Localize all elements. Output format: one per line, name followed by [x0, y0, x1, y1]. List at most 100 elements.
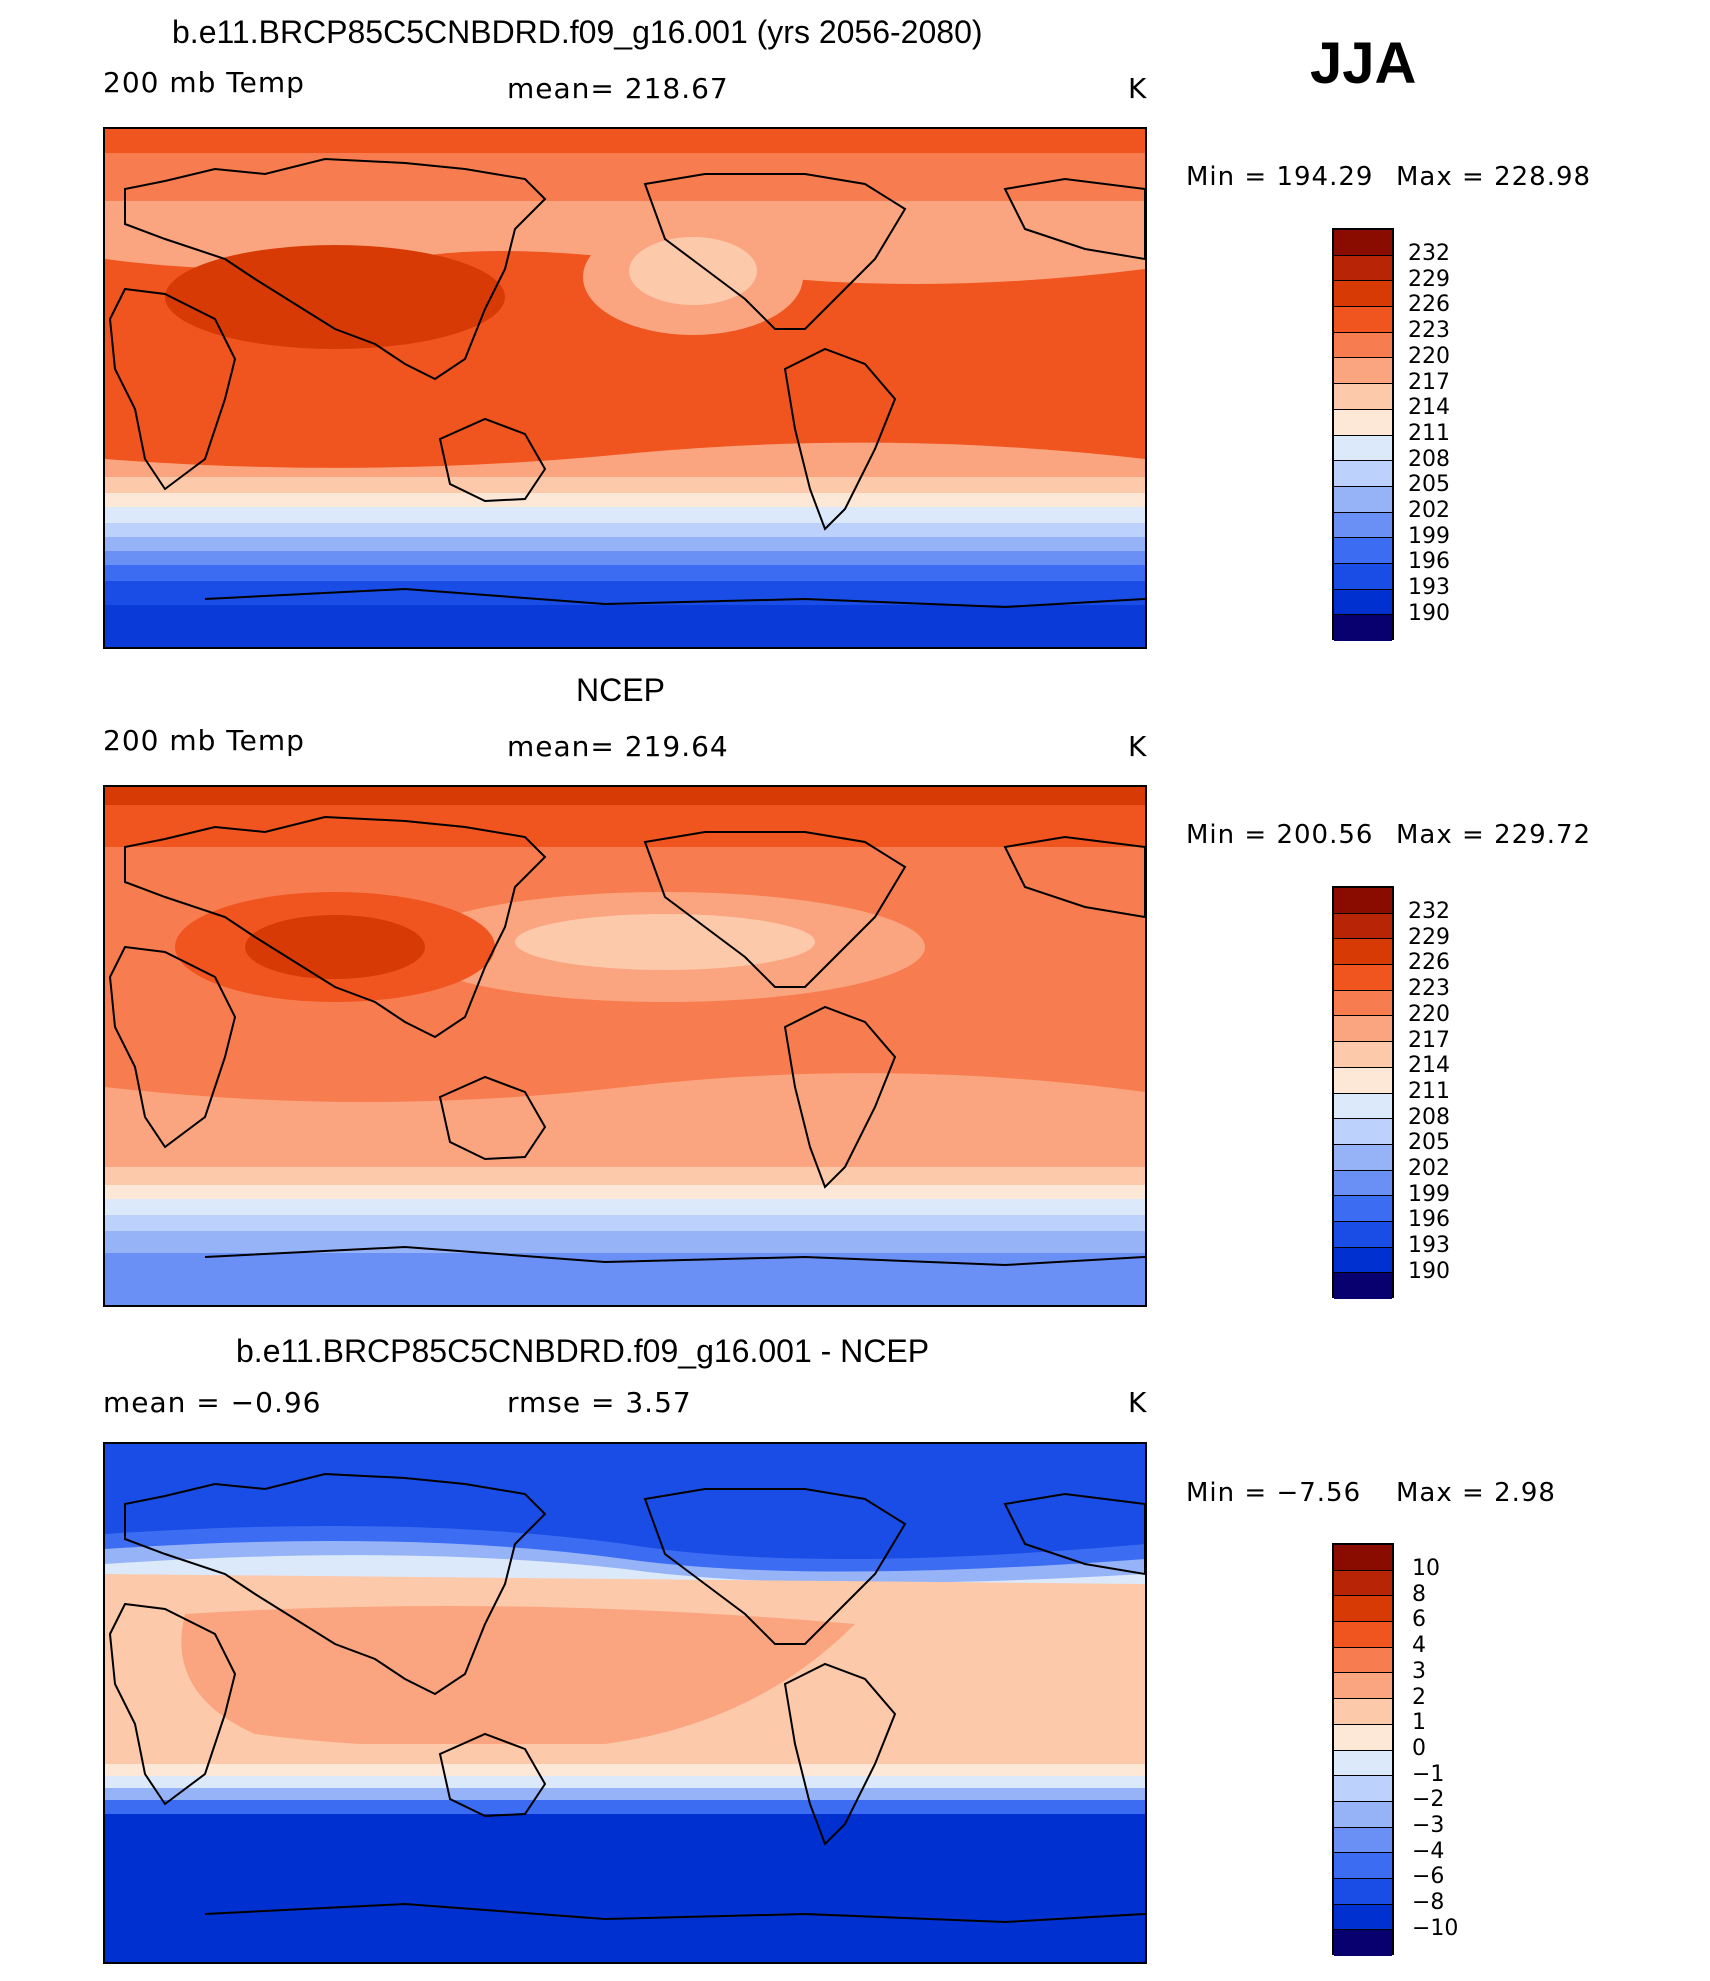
colorbar-label: 211 [1408, 420, 1450, 446]
colorbar-label: 1 [1412, 1710, 1426, 1736]
colorbar-swatch [1334, 461, 1392, 487]
map-band [105, 537, 1145, 551]
colorbar-swatch [1334, 486, 1392, 513]
panel-2-title: NCEP [576, 672, 665, 708]
colorbar-label: −3 [1412, 1813, 1445, 1839]
map-band [105, 1744, 1145, 1764]
colorbar-swatch [1334, 1724, 1392, 1751]
colorbar-label: 214 [1408, 1053, 1450, 1079]
colorbar-label: 196 [1408, 1207, 1450, 1233]
colorbar-swatch [1334, 1930, 1392, 1956]
colorbar-swatch [1334, 1853, 1392, 1879]
colorbar-swatch [1334, 939, 1392, 966]
map-band [105, 1215, 1145, 1231]
colorbar-label: 226 [1408, 292, 1450, 318]
colorbar-swatch [1334, 1170, 1392, 1197]
map-band [105, 1800, 1145, 1814]
panel-3-mean-label: mean = −0.96 [103, 1386, 322, 1419]
colorbar-label: −1 [1412, 1761, 1445, 1787]
colorbar-swatch [1334, 1904, 1392, 1931]
map-band [105, 1167, 1145, 1185]
colorbar-swatch [1334, 1699, 1392, 1725]
colorbar-swatch [1334, 1067, 1392, 1094]
colorbar-label: 4 [1412, 1633, 1426, 1659]
panel-2-colorbar-labels: 232 229 226 223 220 217 214 211 208 205 … [1408, 899, 1450, 1285]
panel-2-map [103, 785, 1147, 1307]
map-band [105, 805, 1145, 847]
colorbar-swatch [1334, 384, 1392, 410]
colorbar-label: 205 [1408, 472, 1450, 498]
panel-3-rmse-label: rmse = 3.57 [507, 1386, 692, 1419]
panel-2-variable-label: 200 mb Temp [103, 724, 305, 757]
map-band [105, 1776, 1145, 1788]
colorbar-label: 223 [1408, 976, 1450, 1002]
colorbar-swatch [1334, 358, 1392, 385]
map-band [105, 551, 1145, 565]
coastlines [108, 1472, 1145, 1924]
colorbar-label: 208 [1408, 446, 1450, 472]
panel-1-mean-label: mean= 218.67 [507, 72, 729, 105]
colorbar-swatch [1334, 1596, 1392, 1623]
map-band [105, 1764, 1145, 1776]
colorbar-swatch [1334, 913, 1392, 940]
panel-1-max-label: Max = 228.98 [1396, 162, 1592, 192]
colorbar-label: 6 [1412, 1607, 1426, 1633]
panel-1-variable-label: 200 mb Temp [103, 66, 305, 99]
colorbar-label: 199 [1408, 523, 1450, 549]
colorbar-swatch [1334, 1247, 1392, 1274]
colorbar-label: 232 [1408, 899, 1450, 924]
colorbar-label: 199 [1408, 1181, 1450, 1207]
colorbar-swatch [1334, 230, 1392, 256]
colorbar-label: 229 [1408, 266, 1450, 292]
panel-3-colorbar [1332, 1543, 1394, 1956]
map-band [105, 129, 1145, 153]
colorbar-swatch [1334, 615, 1392, 641]
panel-3-min-label: Min = −7.56 [1186, 1478, 1362, 1508]
colorbar-swatch [1334, 1878, 1392, 1905]
panel-1-map [103, 127, 1147, 649]
panel-2-max-label: Max = 229.72 [1396, 820, 1592, 850]
colorbar-swatch [1334, 435, 1392, 462]
map-band [105, 523, 1145, 537]
panel-3-units: K [1128, 1386, 1148, 1419]
colorbar-swatch [1334, 1196, 1392, 1222]
colorbar-swatch [1334, 965, 1392, 991]
panel-2-mean-label: mean= 219.64 [507, 730, 729, 763]
map-band [105, 787, 1145, 805]
colorbar-label: 193 [1408, 1233, 1450, 1259]
map-band [105, 1788, 1145, 1800]
colorbar-swatch [1334, 1119, 1392, 1145]
colorbar-label: 226 [1408, 950, 1450, 976]
colorbar-swatch [1334, 1093, 1392, 1120]
colorbar-swatch [1334, 307, 1392, 333]
map-band [105, 605, 1145, 647]
colorbar-label: 190 [1408, 1258, 1450, 1284]
colorbar-label: 10 [1412, 1556, 1440, 1581]
colorbar-label: −8 [1412, 1890, 1445, 1916]
colorbar-label: 214 [1408, 395, 1450, 421]
colorbar-swatch [1334, 1144, 1392, 1171]
panel-3-title: b.e11.BRCP85C5CNBDRD.f09_g16.001 - NCEP [236, 1333, 930, 1369]
colorbar-label: 0 [1412, 1735, 1426, 1761]
colorbar-swatch [1334, 512, 1392, 539]
colorbar-label: 220 [1408, 343, 1450, 369]
colorbar-swatch [1334, 589, 1392, 616]
colorbar-label: −2 [1412, 1787, 1445, 1813]
colorbar-label: −6 [1412, 1864, 1445, 1890]
map-band [105, 1814, 1145, 1962]
colorbar-swatch [1334, 1622, 1392, 1648]
colorbar-swatch [1334, 563, 1392, 590]
colorbar-swatch [1334, 1221, 1392, 1248]
map-band [105, 442, 1145, 479]
coastlines [108, 157, 1145, 609]
colorbar-label: 2 [1412, 1684, 1426, 1710]
panel-3-colorbar-labels: 10 8 6 4 3 2 1 0 −1 −2 −3 −4 −6 −8 −10 [1412, 1556, 1458, 1942]
colorbar-label: −10 [1412, 1915, 1459, 1941]
map-band [105, 477, 1145, 493]
map-band [105, 565, 1145, 581]
colorbar-label: 205 [1408, 1130, 1450, 1156]
panel-3-max-label: Max = 2.98 [1396, 1478, 1556, 1508]
map-band [105, 1444, 1145, 1506]
colorbar-swatch [1334, 1273, 1392, 1299]
colorbar-label: 220 [1408, 1001, 1450, 1027]
